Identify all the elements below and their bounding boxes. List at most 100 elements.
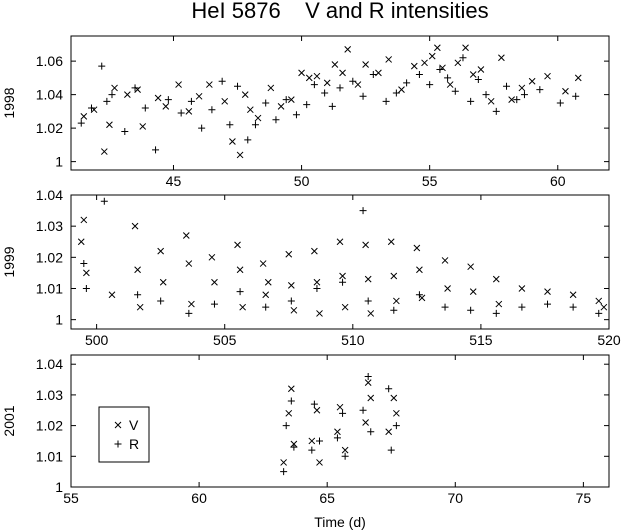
- data-point-r: [310, 81, 318, 89]
- data-point-r: [513, 96, 521, 104]
- data-point-r: [359, 92, 367, 100]
- data-point-r: [282, 422, 290, 430]
- data-point-v: [175, 81, 182, 88]
- data-point-v: [454, 59, 462, 67]
- data-point-r: [157, 297, 165, 305]
- legend-marker-r: [114, 440, 122, 448]
- data-point-r: [164, 96, 172, 104]
- data-point-r: [185, 309, 193, 317]
- data-point-v: [393, 297, 400, 305]
- data-point-v: [477, 66, 485, 73]
- data-point-r: [251, 121, 259, 129]
- data-point-r: [341, 452, 349, 460]
- data-point-v: [410, 62, 418, 70]
- data-point-v: [367, 394, 375, 402]
- data-point-r: [392, 422, 400, 430]
- data-point-r: [467, 306, 475, 314]
- data-point-r: [364, 297, 372, 305]
- data-point-v: [154, 94, 162, 102]
- data-point-v: [569, 291, 577, 299]
- data-point-v: [518, 285, 526, 292]
- panel-1998: 45 50 55 60 1 1.02 1.04 1.06 1998: [1, 35, 610, 189]
- data-point-v: [80, 216, 88, 224]
- data-point-r: [536, 86, 544, 94]
- data-point-v: [262, 291, 270, 299]
- data-point-r: [503, 82, 511, 90]
- data-point-v: [421, 59, 428, 67]
- data-point-r: [313, 284, 321, 292]
- data-point-r: [385, 385, 393, 393]
- data-point-v: [364, 275, 372, 283]
- data-point-r: [364, 372, 372, 380]
- x-axis-label: Time (d): [314, 514, 366, 530]
- data-point-v: [100, 148, 108, 155]
- y-tick-label: 1.02: [36, 120, 63, 136]
- data-point-v: [239, 303, 247, 311]
- data-point-r: [262, 303, 270, 311]
- data-point-r: [210, 300, 218, 308]
- data-point-r: [287, 297, 295, 305]
- data-point-v: [159, 278, 167, 286]
- x-tick-label: 505: [213, 332, 237, 348]
- data-point-v: [236, 266, 244, 274]
- data-point-r: [339, 409, 347, 417]
- data-point-r: [349, 77, 357, 85]
- y-tick-label: 1.04: [36, 187, 63, 203]
- data-point-r: [77, 119, 85, 127]
- data-point-r: [520, 91, 528, 99]
- data-point-v: [305, 74, 313, 82]
- data-point-v: [182, 232, 190, 239]
- x-tick-label: 500: [85, 332, 109, 348]
- data-point-r: [316, 437, 324, 445]
- y-tick-label: 1.01: [36, 448, 63, 464]
- data-point-v: [336, 238, 344, 246]
- data-point-r: [226, 121, 234, 129]
- data-point-v: [398, 86, 405, 93]
- x-tick-label: 520: [597, 332, 621, 348]
- data-point-v: [574, 74, 582, 82]
- data-point-r: [556, 99, 564, 107]
- data-point-v: [339, 69, 346, 77]
- data-point-v: [495, 300, 503, 308]
- data-point-r: [141, 104, 149, 112]
- data-point-r: [403, 79, 411, 87]
- data-point-v: [313, 278, 321, 286]
- data-point-r: [569, 303, 577, 311]
- data-point-v: [418, 294, 426, 302]
- chart-title: HeI 5876 V and R intensities: [191, 0, 488, 23]
- data-point-v: [339, 272, 346, 280]
- legend-box: [98, 406, 150, 463]
- data-point-r: [415, 71, 423, 79]
- data-point-v: [162, 102, 170, 110]
- data-point-v: [241, 91, 249, 98]
- data-point-r: [321, 89, 329, 97]
- x-tick-label: 75: [576, 490, 592, 506]
- x-tick-label: 45: [166, 173, 182, 189]
- data-point-v: [323, 79, 331, 87]
- data-point-v: [498, 54, 505, 62]
- x-tick-label: 55: [63, 490, 79, 506]
- data-point-v: [254, 114, 262, 122]
- data-point-v: [334, 428, 341, 436]
- data-point-r: [134, 291, 142, 299]
- data-point-v: [341, 303, 349, 311]
- x-tick-label: 50: [294, 173, 310, 189]
- data-point-v: [221, 97, 229, 105]
- data-point-r: [387, 446, 395, 454]
- legend: VR: [98, 406, 150, 463]
- data-point-r: [121, 127, 129, 135]
- data-point-v: [77, 238, 85, 246]
- data-point-v: [362, 241, 369, 249]
- legend-label: V: [129, 417, 139, 433]
- data-point-v: [316, 459, 323, 466]
- panel-1999: 500 505 510 515 520 1 1.01 1.02 1.03 1.04 1999: [1, 187, 621, 348]
- data-point-v: [124, 91, 131, 98]
- data-point-v: [467, 263, 475, 271]
- data-point-v: [413, 244, 421, 252]
- y-tick-label: 1.04: [36, 87, 63, 103]
- data-point-v: [385, 428, 393, 436]
- data-point-v: [134, 266, 141, 274]
- data-point-r: [280, 468, 288, 476]
- data-point-v: [362, 419, 369, 426]
